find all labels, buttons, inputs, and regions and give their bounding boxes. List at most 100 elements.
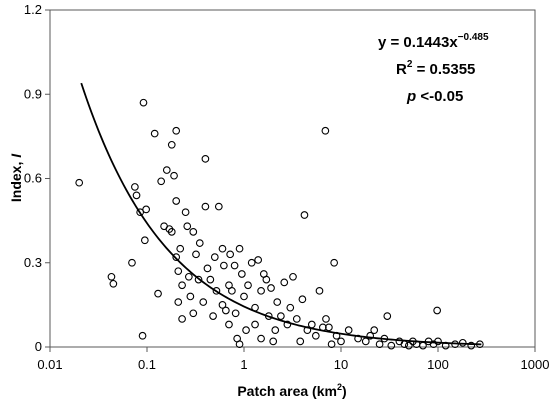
data-point [194,275,203,284]
data-point [176,244,185,253]
data-point [140,236,149,245]
data-point [434,337,442,346]
x-axis-title: Patch area (km2) [237,382,346,399]
data-point [192,250,200,259]
data-point [172,126,181,135]
data-point [257,334,265,343]
data-point [162,166,171,174]
data-point [375,340,384,349]
data-point [178,281,186,290]
data-point [220,261,228,270]
y-axis-title: Index, I [8,153,24,202]
data-point [184,272,193,281]
data-point [330,258,339,267]
data-point [199,298,208,306]
data-point [235,340,244,349]
data-point [289,272,297,281]
data-point [181,208,190,217]
data-point [292,315,301,323]
data-point [201,202,210,211]
data-point [186,292,195,301]
data-point [174,298,183,306]
data-point [315,286,324,295]
data-point [189,309,198,318]
x-tick-label: 1 [240,357,247,372]
data-point [267,284,275,292]
data-point [214,202,223,211]
r-squared-annotation: R2 = 0.5355 [396,59,475,78]
p-value-annotation: p <-0.05 [406,88,463,105]
data-point [433,306,442,315]
y-tick-label: 1.2 [24,2,42,17]
data-point [244,281,252,290]
data-point [231,309,240,318]
data-point [366,331,375,340]
data-point [138,331,147,340]
data-point [235,244,244,253]
data-point [257,286,265,295]
data-point [361,337,370,346]
fit-curve [80,82,482,346]
x-tick-label: 0.01 [37,357,62,372]
data-point [296,337,305,346]
data-point [170,171,178,180]
data-point [150,129,159,138]
data-point [183,222,192,231]
y-tick-label: 0.6 [24,171,42,186]
data-point [307,320,316,329]
data-point [172,197,181,205]
data-point [218,301,227,309]
data-point [172,253,181,261]
data-point [131,183,139,191]
data-point [167,228,176,236]
data-point [209,312,217,320]
data-point [203,264,212,273]
data-point [286,303,295,312]
data-point [128,258,136,267]
data-point [174,267,183,276]
data-point [467,341,476,350]
axis-ticks: 0 0.3 0.6 0.9 1.2 0.01 0.1 1 10 100 1000 [24,2,550,372]
data-point [206,275,215,284]
data-point [240,292,248,301]
data-point [344,326,353,335]
y-tick-label: 0.3 [24,255,42,270]
data-point [237,270,246,278]
data-point [254,256,263,264]
data-point [251,320,259,329]
data-point [269,337,278,346]
data-point [280,278,289,287]
x-tick-label: 1000 [521,357,550,372]
data-point [322,315,330,323]
data-point [132,191,141,200]
data-point [178,315,186,323]
data-point [136,208,144,217]
data-point [210,253,219,261]
data-point [337,337,345,346]
data-point [201,154,210,163]
data-point [277,312,285,320]
data-point [218,244,227,253]
data-point [189,228,198,236]
data-point [139,98,148,107]
data-point [383,312,392,320]
y-tick-label: 0.9 [24,86,42,101]
data-point [157,177,166,186]
data-point [212,286,221,295]
data-point [395,337,404,346]
y-tick-label: 0 [35,339,42,354]
data-point [370,326,379,335]
data-point [225,320,233,329]
data-point [222,306,230,315]
data-point [300,211,309,219]
data-point [142,205,150,214]
equation-annotation: y = 0.1443x−0.485 [378,32,489,51]
x-tick-label: 0.1 [138,357,156,372]
x-tick-label: 10 [334,357,348,372]
data-point [327,340,336,349]
data-point [242,326,250,335]
data-point [273,298,282,306]
data-point [75,178,84,187]
x-tick-label: 100 [427,357,449,372]
